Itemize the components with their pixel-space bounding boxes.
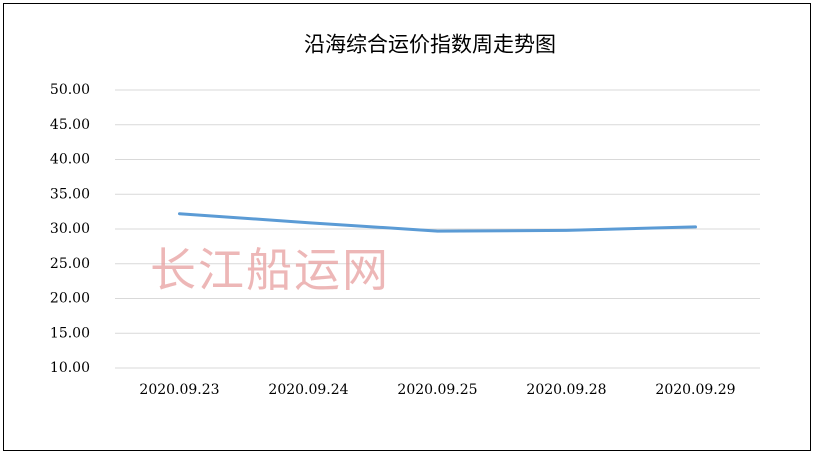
- y-tick-label: 30.00: [50, 221, 90, 237]
- x-tick-label: 2020.09.25: [397, 382, 477, 398]
- x-tick-label: 2020.09.23: [139, 382, 219, 398]
- y-tick-label: 20.00: [50, 291, 90, 307]
- x-tick-label: 2020.09.29: [655, 382, 735, 398]
- watermark: 长江船运网: [150, 243, 390, 297]
- y-tick-label: 35.00: [50, 186, 90, 202]
- chart-title: 沿海综合运价指数周走势图: [304, 33, 556, 57]
- y-tick-label: 50.00: [50, 82, 90, 98]
- y-tick-label: 40.00: [50, 152, 90, 168]
- y-tick-label: 15.00: [50, 325, 90, 341]
- y-tick-label: 25.00: [50, 256, 90, 272]
- y-tick-label: 10.00: [50, 360, 90, 376]
- x-tick-label: 2020.09.24: [268, 382, 348, 398]
- y-tick-label: 45.00: [50, 117, 90, 133]
- x-tick-label: 2020.09.28: [526, 382, 606, 398]
- line-series: [178, 212, 697, 233]
